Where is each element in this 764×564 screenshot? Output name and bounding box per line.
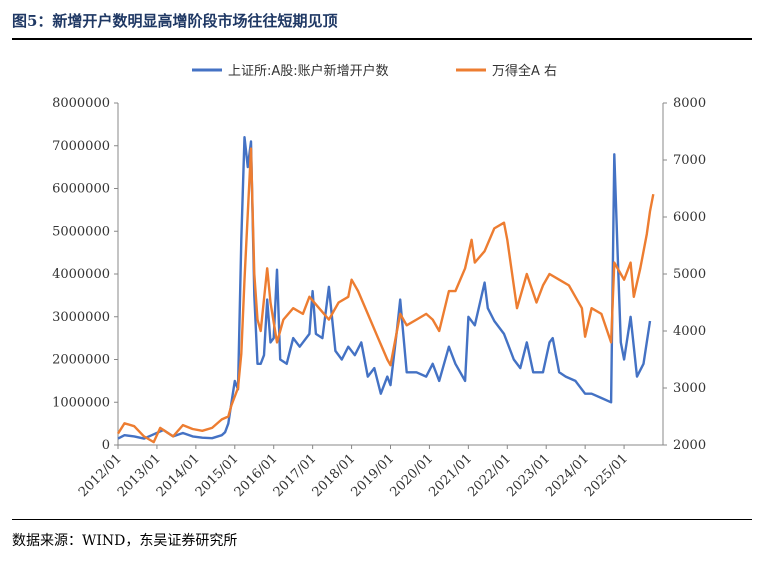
y-left-tick-label: 0 [102,438,110,453]
series-line-wind-a-index [116,147,655,444]
series-line-new-accounts [117,136,652,440]
y-left-tick-label: 6000000 [52,182,110,197]
legend-label-left-series: 上证所:A股:账户新增开户数 [228,63,389,79]
y-left-tick-label: 8000000 [52,96,110,111]
y-right-tick-label: 7000 [673,153,706,168]
source-rule [12,519,752,520]
series-group [116,136,655,444]
source-note: 数据来源：WIND，东吴证券研究所 [12,533,238,549]
y-right-tick-label: 5000 [673,267,706,282]
line-chart: 上证所:A股:账户新增开户数 万得全A 右 0 1000000 2000000 300… [52,63,706,500]
y-right-tick-label: 6000 [673,210,706,225]
y-left-tick-label: 7000000 [52,139,110,154]
x-tick-label: 2025/01 [582,451,631,500]
title-rule [12,38,752,40]
y-left-tick-label: 4000000 [52,267,110,282]
y-left-tick-label: 5000000 [52,224,110,239]
y-right-tick-label: 3000 [673,381,706,396]
y-right-tick-label: 2000 [673,438,706,453]
y-left-tick-label: 3000000 [52,310,110,325]
figure-title: 图5：新增开户数明显高增阶段市场往往短期见顶 [12,12,338,30]
legend: 上证所:A股:账户新增开户数 万得全A 右 [192,63,557,79]
y-right-tick-label: 4000 [673,324,706,339]
y-left-tick-label: 1000000 [52,395,110,410]
legend-label-right-series: 万得全A 右 [492,63,557,79]
y-left-tick-label: 2000000 [52,353,110,368]
y-right-tick-label: 8000 [673,96,706,111]
